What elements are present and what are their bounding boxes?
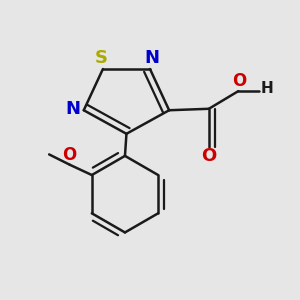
Text: O: O <box>232 72 246 90</box>
Text: H: H <box>261 81 274 96</box>
Text: S: S <box>95 49 108 67</box>
Text: O: O <box>201 147 216 165</box>
Text: O: O <box>62 146 76 164</box>
Text: N: N <box>65 100 80 118</box>
Text: N: N <box>144 49 159 67</box>
